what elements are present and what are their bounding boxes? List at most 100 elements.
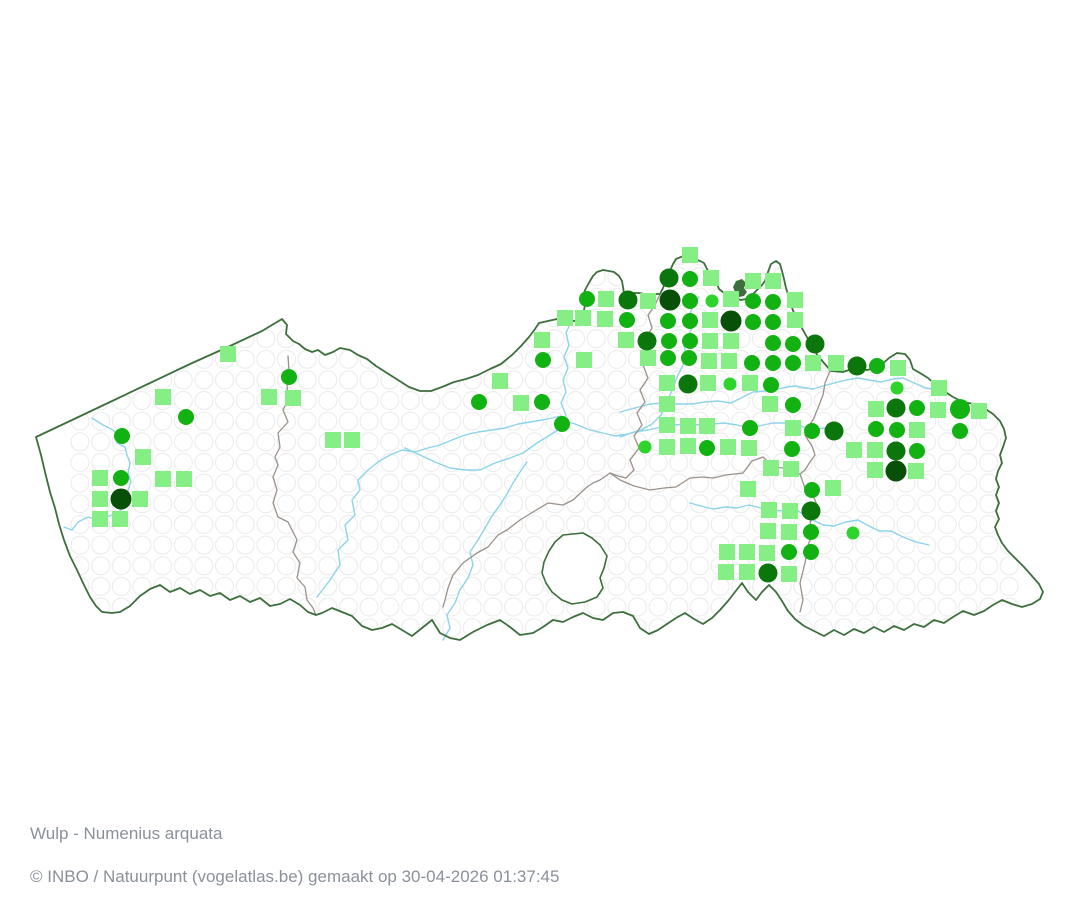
observation-circle-c1 [638,440,652,454]
observation-circle-c4 [110,488,132,510]
observation-circle-c4 [659,289,681,311]
observation-square [680,438,696,454]
observation-square [659,439,675,455]
observation-circle-c2 [909,400,925,416]
observation-square [702,312,718,328]
observation-square [782,503,798,519]
observation-square [135,449,151,465]
observation-circle-c2 [681,350,697,366]
observation-square [719,544,735,560]
observation-circle-c2 [803,524,819,540]
observation-circle-c4 [720,310,742,332]
observation-square [155,389,171,405]
observation-square [783,461,799,477]
observation-square [867,462,883,478]
observation-circle-c2 [803,544,819,560]
observation-square [659,375,675,391]
observation-square [761,502,777,518]
observation-circle-c2 [534,394,550,410]
observation-circle-c2 [744,355,760,371]
observation-circle-c3 [637,331,657,351]
observation-circle-c2 [471,394,487,410]
observation-square [680,418,696,434]
observation-square [741,440,757,456]
observation-square [557,310,573,326]
province-boundary [609,456,819,511]
observation-square [492,373,508,389]
observation-circle-c2 [682,313,698,329]
observation-square [659,396,675,412]
observation-circle-c3 [847,356,867,376]
observation-square [659,417,675,433]
observation-square [325,432,341,448]
observation-square [739,564,755,580]
observation-square [763,460,779,476]
map-title: Wulp - Numenius arquata [30,824,223,843]
observation-square [700,375,716,391]
observation-square [534,332,550,348]
observation-square [112,511,128,527]
observation-square [618,332,634,348]
observation-circle-c1 [723,377,737,391]
observation-circle-c2 [765,314,781,330]
observation-square [760,523,776,539]
observation-square [261,389,277,405]
observation-circle-c2 [661,333,677,349]
observation-circle-c2 [785,355,801,371]
observation-circle-c3 [886,441,906,461]
observation-circle-c2 [868,421,884,437]
observation-square [739,544,755,560]
observation-square [908,463,924,479]
observation-square [720,439,736,455]
observation-square [702,333,718,349]
observation-circle-c2 [660,350,676,366]
observation-square [598,291,614,307]
observation-square [718,564,734,580]
observation-square [132,491,148,507]
observation-circle-c2 [952,423,968,439]
observation-circle-c2 [742,420,758,436]
observation-square [723,333,739,349]
observation-square [787,312,803,328]
observation-square [701,353,717,369]
province-boundary [609,293,661,479]
observation-circle-c2 [765,335,781,351]
observation-circle-c2 [784,441,800,457]
map-credit: © INBO / Natuurpunt (vogelatlas.be) gema… [30,867,560,886]
observation-circle-c2 [889,422,905,438]
observation-circle-c2 [745,314,761,330]
observation-square [890,360,906,376]
observation-square [721,353,737,369]
river [619,377,948,413]
observation-square [781,566,797,582]
observation-circle-c2 [765,355,781,371]
observation-circle-c2 [785,397,801,413]
province-boundary [442,472,611,608]
province-boundary [272,355,317,616]
observation-circle-c2 [579,291,595,307]
observation-circle-c2 [682,293,698,309]
river [442,461,528,641]
observation-circle-c2 [682,271,698,287]
observation-square [781,524,797,540]
observation-square [745,273,761,289]
observation-circle-c2 [660,313,676,329]
observation-circle-c2 [804,423,820,439]
observation-square [846,442,862,458]
observation-square [828,355,844,371]
observation-square [868,401,884,417]
observation-square [909,422,925,438]
observation-square [344,432,360,448]
observation-circle-c1 [705,294,719,308]
observation-square [825,480,841,496]
observation-circle-c2 [785,336,801,352]
observation-circle-c3 [758,563,778,583]
observation-circle-c2 [535,352,551,368]
observation-square [742,375,758,391]
observation-square [930,402,946,418]
observation-circle-c2 [804,482,820,498]
observation-circle-c2 [763,377,779,393]
observation-circle-c2 [909,443,925,459]
